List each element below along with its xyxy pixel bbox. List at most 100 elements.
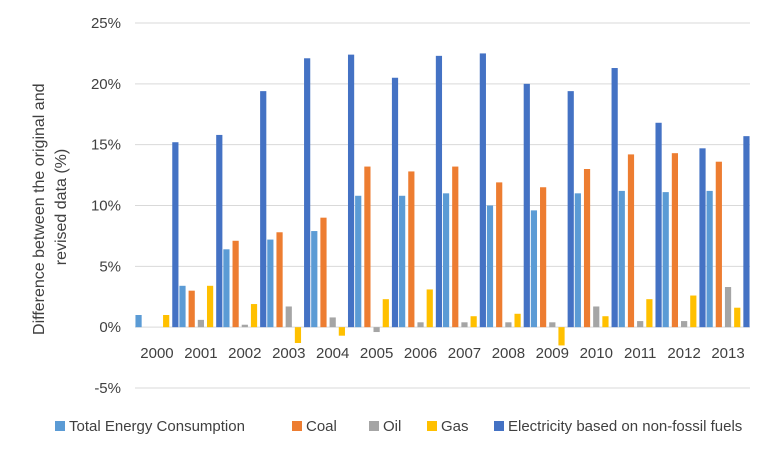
bar-coal-2001 <box>188 290 195 328</box>
bar-oil-2009 <box>549 322 556 328</box>
x-tick-label: 2009 <box>536 345 569 362</box>
bar-oil-2003 <box>285 306 292 328</box>
legend-label: Oil <box>383 418 401 435</box>
bar-electricity-based-on-non-fossil-fuels-2012 <box>699 148 706 328</box>
legend-label: Total Energy Consumption <box>69 418 245 435</box>
x-tick-label: 2005 <box>360 345 393 362</box>
bar-total-energy-consumption-2005 <box>355 195 362 328</box>
y-axis-ticks: -5% 0% 5% 10% 15% 20% 25% <box>91 15 121 397</box>
bar-gas-2007 <box>470 316 477 328</box>
bar-total-energy-consumption-2004 <box>311 231 318 328</box>
x-tick-label: 2013 <box>711 345 744 362</box>
bar-electricity-based-on-non-fossil-fuels-2003 <box>304 58 311 328</box>
x-tick-label: 2010 <box>580 345 613 362</box>
x-tick-label: 2008 <box>492 345 525 362</box>
bar-coal-2007 <box>452 166 459 328</box>
bar-oil-2010 <box>593 306 600 328</box>
bar-total-energy-consumption-2013 <box>706 190 713 328</box>
bar-oil-2002 <box>241 324 248 328</box>
bar-oil-2005 <box>373 327 380 333</box>
x-tick-label: 2006 <box>404 345 437 362</box>
bar-gas-2013 <box>734 307 741 328</box>
bar-electricity-based-on-non-fossil-fuels-2011 <box>655 122 662 328</box>
y-axis-label-line-1: Difference between the original and <box>31 84 48 335</box>
bar-gas-2009 <box>558 327 565 346</box>
bar-electricity-based-on-non-fossil-fuels-2009 <box>567 91 574 328</box>
bar-oil-2007 <box>461 322 468 328</box>
bar-oil-2008 <box>505 322 512 328</box>
bar-gas-2010 <box>602 316 609 328</box>
y-tick-label: 10% <box>91 198 121 215</box>
y-tick-label: 5% <box>99 258 121 275</box>
x-tick-label: 2004 <box>316 345 349 362</box>
bar-total-energy-consumption-2001 <box>179 285 186 328</box>
bar-gas-2004 <box>338 327 345 336</box>
bar-coal-2011 <box>627 154 635 328</box>
bar-electricity-based-on-non-fossil-fuels-2008 <box>523 83 530 328</box>
y-tick-label: 25% <box>91 15 121 32</box>
bar-total-energy-consumption-2007 <box>442 193 450 328</box>
bar-electricity-based-on-non-fossil-fuels-2010 <box>611 68 618 328</box>
bar-gas-2003 <box>294 327 302 343</box>
legend-swatch <box>292 421 302 431</box>
bar-coal-2003 <box>276 232 283 328</box>
bar-gas-2002 <box>250 304 258 328</box>
x-axis-ticks: 2000 2001 2002 2003 2004 2005 2006 2007 2008 2009… <box>140 345 744 362</box>
bar-coal-2012 <box>671 153 679 328</box>
bar-coal-2002 <box>232 240 239 328</box>
y-axis-label-line-2: revised data (%) <box>53 149 70 266</box>
bar-gas-2006 <box>426 289 433 328</box>
bar-electricity-based-on-non-fossil-fuels-2005 <box>391 77 399 328</box>
bar-oil-2011 <box>637 321 644 328</box>
bar-total-energy-consumption-2010 <box>574 193 581 328</box>
bar-coal-2010 <box>583 169 591 328</box>
bar-coal-2006 <box>408 171 415 328</box>
bar-total-energy-consumption-2012 <box>662 192 669 328</box>
y-tick-label: -5% <box>94 380 121 397</box>
legend-swatch <box>494 421 504 431</box>
bar-oil-2001 <box>197 319 204 328</box>
bar-oil-2006 <box>417 322 424 328</box>
bar-electricity-based-on-non-fossil-fuels-2001 <box>216 134 223 328</box>
bar-gas-2012 <box>690 295 697 328</box>
bar-coal-2009 <box>540 187 547 328</box>
bar-gas-2011 <box>646 299 653 328</box>
x-tick-label: 2001 <box>184 345 217 362</box>
bar-electricity-based-on-non-fossil-fuels-2002 <box>260 91 267 328</box>
bar-gas-2000 <box>163 315 170 328</box>
y-tick-label: 20% <box>91 76 121 93</box>
bar-coal-2013 <box>715 161 722 328</box>
bar-total-energy-consumption-2000 <box>135 315 142 328</box>
y-tick-label: 0% <box>99 319 121 336</box>
bar-total-energy-consumption-2011 <box>618 190 625 328</box>
bar-electricity-based-on-non-fossil-fuels-2006 <box>435 55 443 328</box>
bar-oil-2004 <box>329 317 336 328</box>
legend-label: Coal <box>306 418 337 435</box>
bar-oil-2012 <box>681 321 688 328</box>
bar-total-energy-consumption-2009 <box>530 210 538 328</box>
bar-total-energy-consumption-2002 <box>223 249 230 328</box>
x-tick-label: 2007 <box>448 345 481 362</box>
legend: Total Energy Consumption Coal Oil Gas Electr… <box>55 418 742 435</box>
x-tick-label: 2000 <box>140 345 173 362</box>
bar-total-energy-consumption-2003 <box>267 239 274 328</box>
bar-electricity-based-on-non-fossil-fuels-2013 <box>743 136 750 328</box>
bar-coal-2008 <box>496 182 503 328</box>
x-tick-label: 2002 <box>228 345 261 362</box>
legend-swatch <box>55 421 65 431</box>
bar-coal-2005 <box>364 166 371 328</box>
y-axis-label: Difference between the original and revi… <box>31 79 70 335</box>
bar-electricity-based-on-non-fossil-fuels-2000 <box>172 142 179 328</box>
legend-label: Electricity based on non-fossil fuels <box>508 418 742 435</box>
bars <box>135 53 750 346</box>
bar-electricity-based-on-non-fossil-fuels-2007 <box>479 53 486 328</box>
bar-total-energy-consumption-2008 <box>486 205 494 328</box>
x-tick-label: 2011 <box>624 345 656 362</box>
bar-gas-2005 <box>382 299 389 328</box>
legend-swatch <box>427 421 437 431</box>
bar-gas-2008 <box>514 313 521 328</box>
x-tick-label: 2003 <box>272 345 305 362</box>
x-tick-label: 2012 <box>667 345 700 362</box>
